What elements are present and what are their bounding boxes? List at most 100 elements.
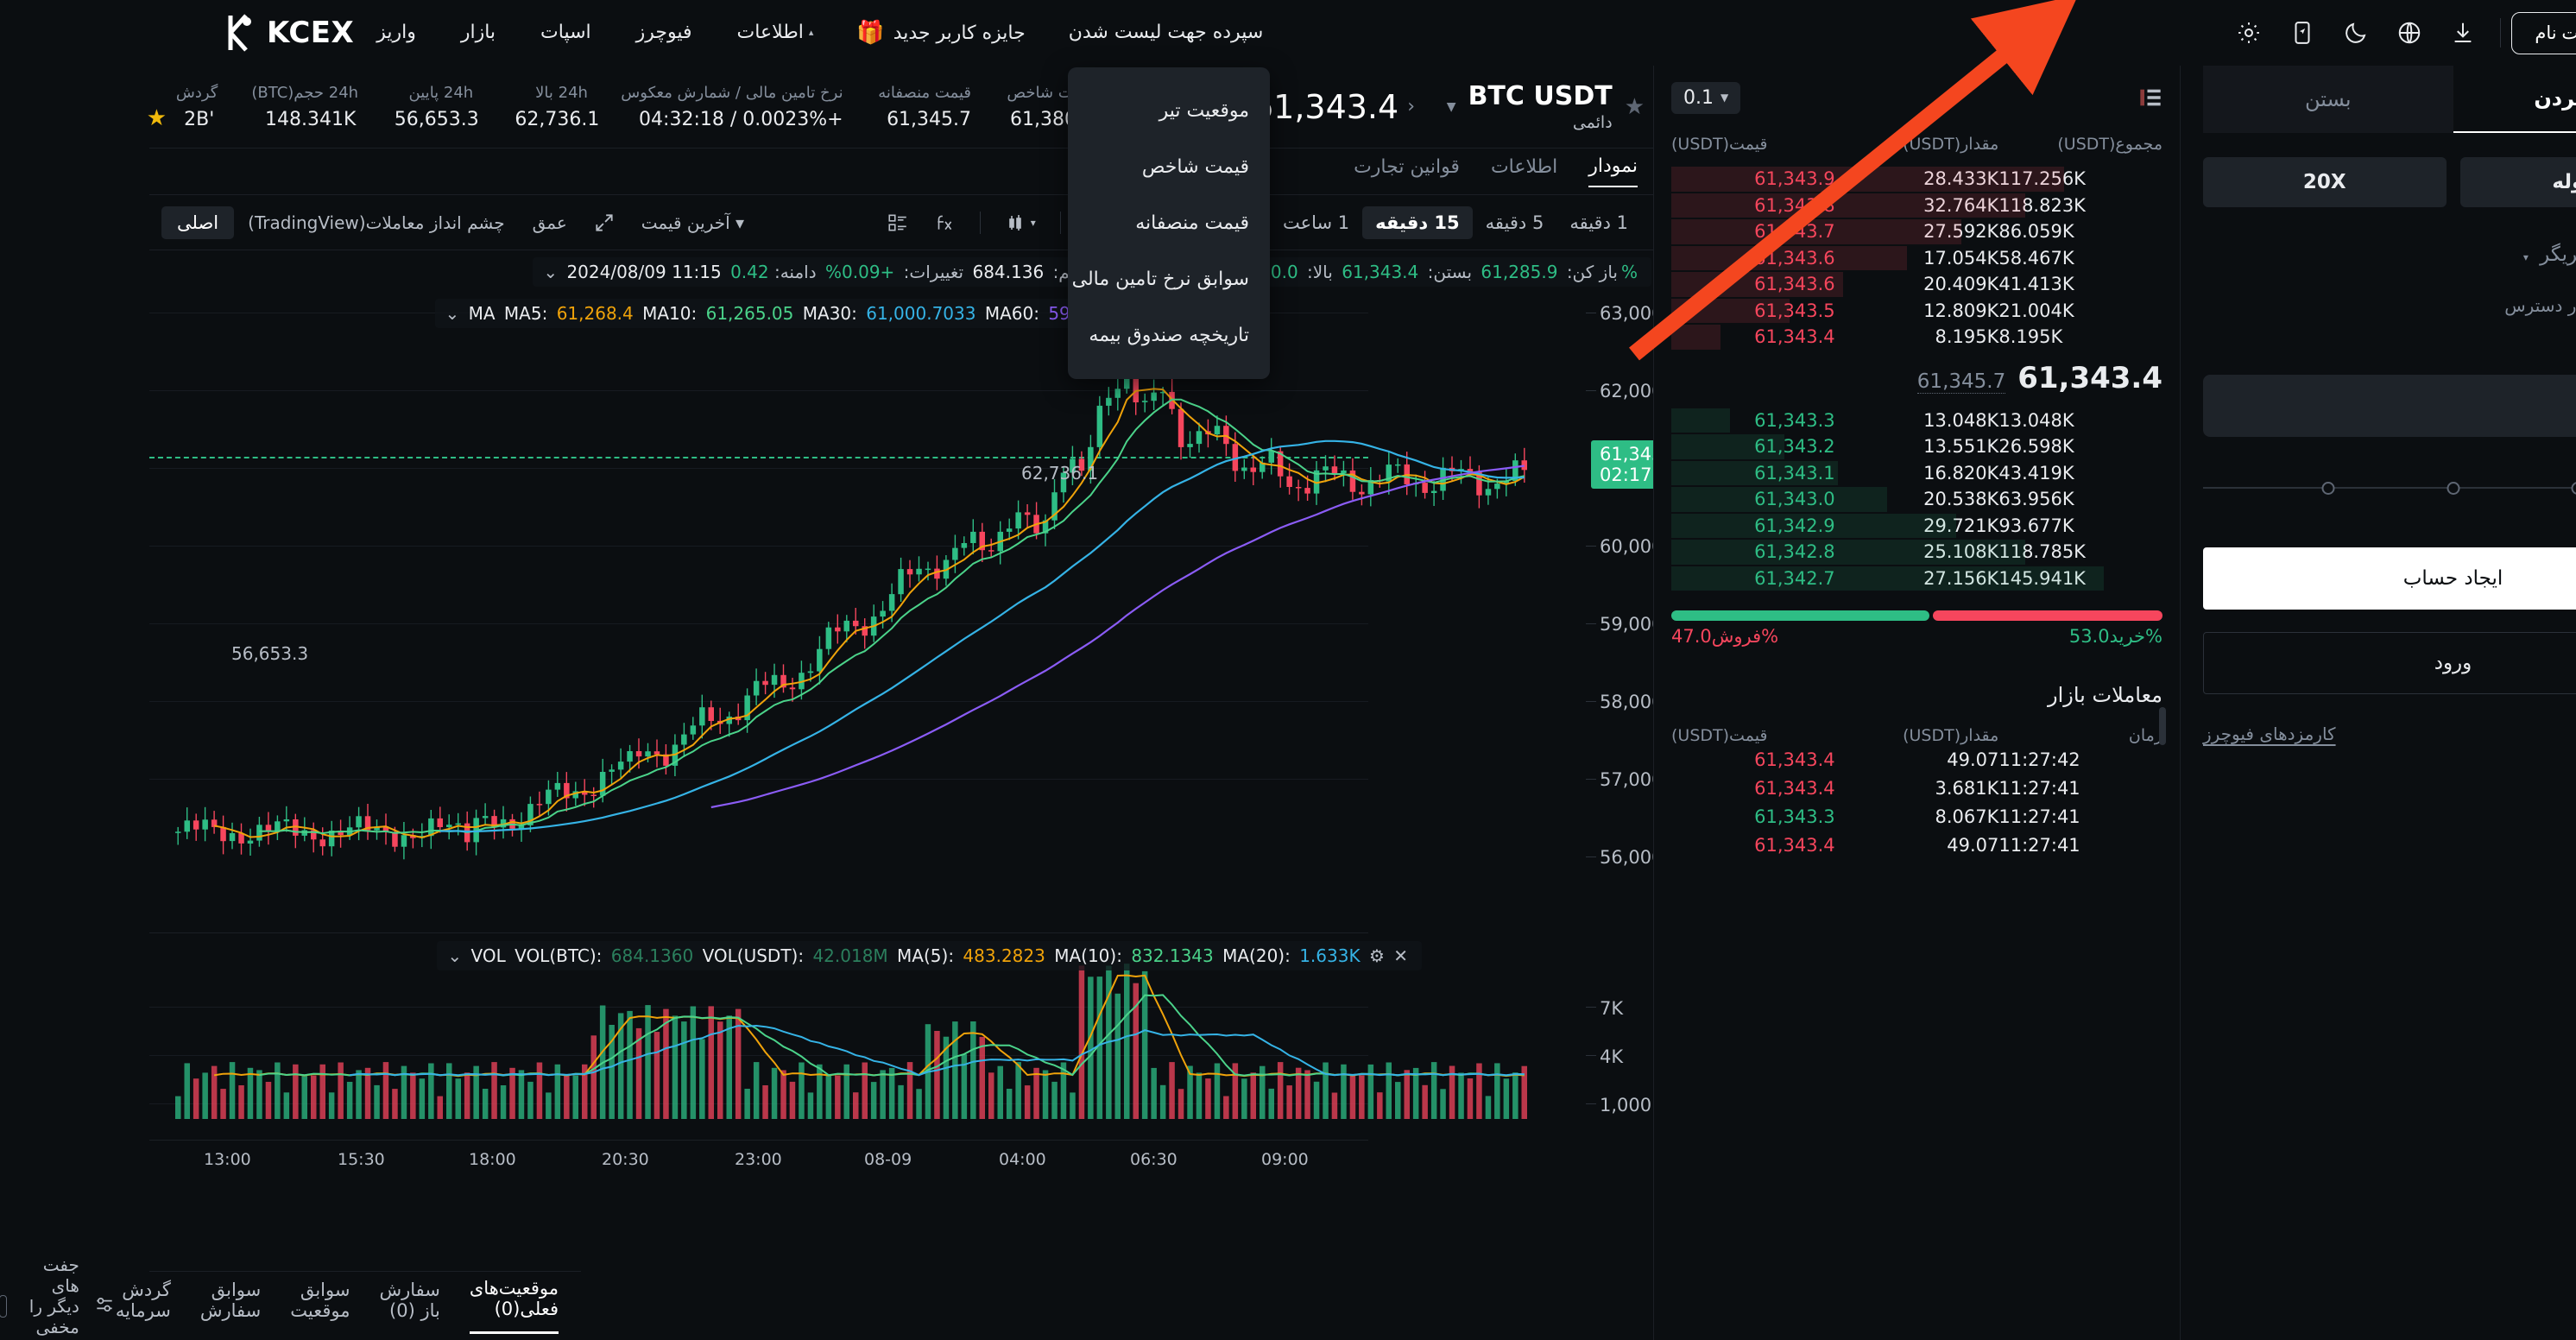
moon-icon[interactable] — [2180, 6, 2233, 60]
new-user-bonus-link[interactable]: جایزه کاربر جدید 🎁 — [686, 20, 896, 46]
slider-tick[interactable] — [2422, 482, 2435, 495]
trade-time: 11:27:42 — [1849, 749, 2013, 770]
price-chart[interactable]: 63,000 62,000 60,000 59,000 58,000 57,00… — [0, 250, 1504, 1255]
chevron-down-icon[interactable]: ▼ — [1297, 100, 1307, 114]
order-type-limit[interactable]: حد — [2531, 243, 2554, 266]
login-button[interactable]: ورود — [2054, 632, 2554, 694]
amount-input[interactable] — [2054, 375, 2554, 437]
y-axis-tick: 62,000 — [1450, 381, 1504, 401]
tab-close-position[interactable]: بستن — [2054, 66, 2304, 133]
orderbook-row[interactable]: 93.677K 29.721K 61,342.9 — [1522, 513, 2013, 540]
orderbook-group-selector[interactable]: ▼ 0.1 — [1522, 82, 1591, 114]
tradingview-button[interactable]: چشم انداز معاملات(TradingView) — [85, 212, 369, 233]
download-icon[interactable] — [2287, 6, 2340, 60]
orderbook-layout-icon[interactable] — [1989, 85, 2013, 110]
current-price-value: 61,343.4 — [1450, 444, 1504, 465]
dropdown-item-insurance-fund-history[interactable]: تاریخچه صندوق بیمه — [919, 307, 1121, 363]
leverage-button[interactable]: 20X — [2054, 157, 2297, 207]
original-chart-button[interactable]: اصلی — [12, 206, 85, 239]
orderbook-row[interactable]: 63.956K 20.538K 61,343.0 — [1522, 486, 2013, 513]
collapse-icon[interactable]: ⌄ — [298, 945, 313, 966]
brand-logo[interactable]: KCEX — [74, 14, 205, 52]
register-button[interactable]: ثبت نام — [2362, 12, 2464, 54]
favorite-star-icon[interactable]: ★ — [0, 105, 17, 131]
mobile-app-icon[interactable] — [2126, 6, 2180, 60]
orderbook-row[interactable]: 86.059K 27.592K 61,343.7 — [1522, 218, 2013, 245]
orderbook-col-price: قیمت(USDT) — [1522, 135, 1686, 154]
y-axis-tick: 63,000 — [1450, 303, 1504, 324]
order-type-trigger[interactable]: تریگر ▾ — [2374, 243, 2434, 266]
nav-item-spot[interactable]: اسپات — [369, 0, 464, 66]
last-price: 61,343.4 › — [1103, 88, 1266, 126]
nav-item-market[interactable]: بازار — [289, 0, 369, 66]
pair-favorite-icon[interactable]: ★ — [1475, 94, 1495, 120]
tab-chart[interactable]: نمودار — [1439, 155, 1488, 187]
orderbook-row[interactable]: 43.419K 16.820K 61,343.1 — [1522, 460, 2013, 487]
collapse-icon[interactable]: ⌄ — [394, 262, 408, 282]
timeframe-5m[interactable]: 5 دقیقه — [1323, 206, 1408, 239]
fullscreen-icon[interactable] — [432, 212, 478, 234]
orderbook-row[interactable]: 13.048K 13.048K 61,343.3 — [1522, 408, 2013, 434]
orderbook-row[interactable]: 58.467K 17.054K 61,343.6 — [1522, 245, 2013, 272]
timeframe-15m[interactable]: 15 دقیقه — [1213, 206, 1323, 239]
buy-ratio-fill — [1522, 610, 1780, 621]
settings-icon[interactable]: ⚙ — [1220, 945, 1235, 966]
tab-information[interactable]: اطلاعات — [1342, 156, 1408, 186]
orderbook-row[interactable]: 118.823K 32.764K 61,343.8 — [1522, 193, 2013, 219]
tab-open-orders[interactable]: سفارش باز (0) — [230, 1280, 290, 1333]
dropdown-item-index-price[interactable]: قیمت شاخص — [919, 139, 1121, 195]
pair-selector[interactable]: ★ BTC USDT دائمی ▼ — [1288, 81, 1504, 132]
orderbook-row[interactable]: 41.413K 20.409K 61,343.6 — [1522, 271, 2013, 298]
slider-tick[interactable] — [2172, 482, 2185, 495]
amount-slider[interactable] — [2054, 475, 2554, 501]
tab-fund-flow[interactable]: گردش سرمایه — [0, 1280, 22, 1333]
candlestick-icon[interactable]: ▾ — [843, 212, 899, 233]
timeframe-1m[interactable]: 1 دقیقه — [1407, 206, 1492, 239]
vol-btc-label: VOL(BTC): — [365, 945, 452, 966]
login-link[interactable]: ورود — [2464, 22, 2547, 43]
stat-value: 148.341K — [113, 109, 209, 130]
tab-position-history[interactable]: سوابق موقعیت — [141, 1280, 200, 1333]
collapse-icon[interactable]: ⌄ — [296, 303, 311, 324]
buy-sell-ratio-labels: فروش47.0% خرید53.0% — [1522, 626, 2013, 647]
stat-value: 62,736.1 — [375, 109, 451, 130]
orderbook-col-total: مجموع(USDT) — [1849, 135, 2013, 154]
tab-order-history[interactable]: سوابق سفارش — [51, 1280, 111, 1333]
dropdown-item-fair-price[interactable]: قیمت منصفانه — [919, 195, 1121, 251]
volume-series — [0, 950, 1433, 1140]
tab-trading-rules[interactable]: قوانین تجارت — [1204, 156, 1310, 186]
bid-amount: 16.820K — [1686, 463, 1850, 484]
orderbook-row[interactable]: 145.941K 27.156K 61,342.7 — [1522, 566, 2013, 592]
y-axis-tick: 58,000 — [1450, 692, 1504, 712]
bid-total: 26.598K — [1849, 436, 2013, 457]
mark-price: 61,345.7 — [1768, 370, 1856, 394]
gear-icon[interactable] — [2073, 6, 2126, 60]
nav-item-futures[interactable]: فیوچرز — [464, 0, 565, 66]
dropdown-item-position-tier[interactable]: موقعیت تیر — [919, 83, 1121, 139]
close-icon[interactable]: ✕ — [1244, 945, 1259, 966]
slider-tick[interactable] — [2297, 482, 2310, 495]
orderbook-row[interactable]: 117.256K 28.433K 61,343.9 — [1522, 166, 2013, 193]
tab-open-position[interactable]: باز کردن — [2304, 66, 2554, 133]
chevron-down-icon: ▾ — [881, 217, 887, 229]
orderbook-row[interactable]: 21.004K 12.809K 61,343.5 — [1522, 298, 2013, 325]
margin-mode-button[interactable]: ایزوله — [2311, 157, 2554, 207]
orderbook-row[interactable]: 118.785K 25.108K 61,342.8 — [1522, 539, 2013, 566]
orderbook-row[interactable]: 8.195K 8.195K 61,343.4 — [1522, 324, 2013, 351]
dropdown-item-funding-rate-history[interactable]: سوابق نرخ تامین مالی — [919, 251, 1121, 307]
nav-item-information[interactable]: ▴ اطلاعات — [565, 0, 687, 66]
nav-item-deposit[interactable]: واریز — [205, 0, 289, 66]
create-account-button[interactable]: ایجاد حساب — [2054, 547, 2554, 610]
globe-icon[interactable] — [2233, 6, 2287, 60]
order-type-market[interactable]: بازار — [2460, 243, 2505, 266]
timeframe-1h[interactable]: 1 ساعت — [1121, 206, 1213, 239]
last-price-mode-selector[interactable]: ▾ آخرین قیمت — [478, 212, 609, 233]
depth-button[interactable]: عمق — [369, 212, 432, 233]
futures-fees-link[interactable]: کارمزدهای فیوچرز — [2054, 724, 2554, 744]
layout-icon[interactable] — [725, 212, 772, 234]
orderbook-row[interactable]: 26.598K 13.551K 61,343.2 — [1522, 433, 2013, 460]
tab-current-positions[interactable]: موقعیت‌های فعلی(0) — [320, 1278, 409, 1334]
listing-deposit-link[interactable]: سپرده جهت لیست شدن — [897, 0, 1137, 66]
indicators-fx-icon[interactable] — [772, 212, 818, 234]
slider-knob[interactable] — [2530, 477, 2555, 502]
